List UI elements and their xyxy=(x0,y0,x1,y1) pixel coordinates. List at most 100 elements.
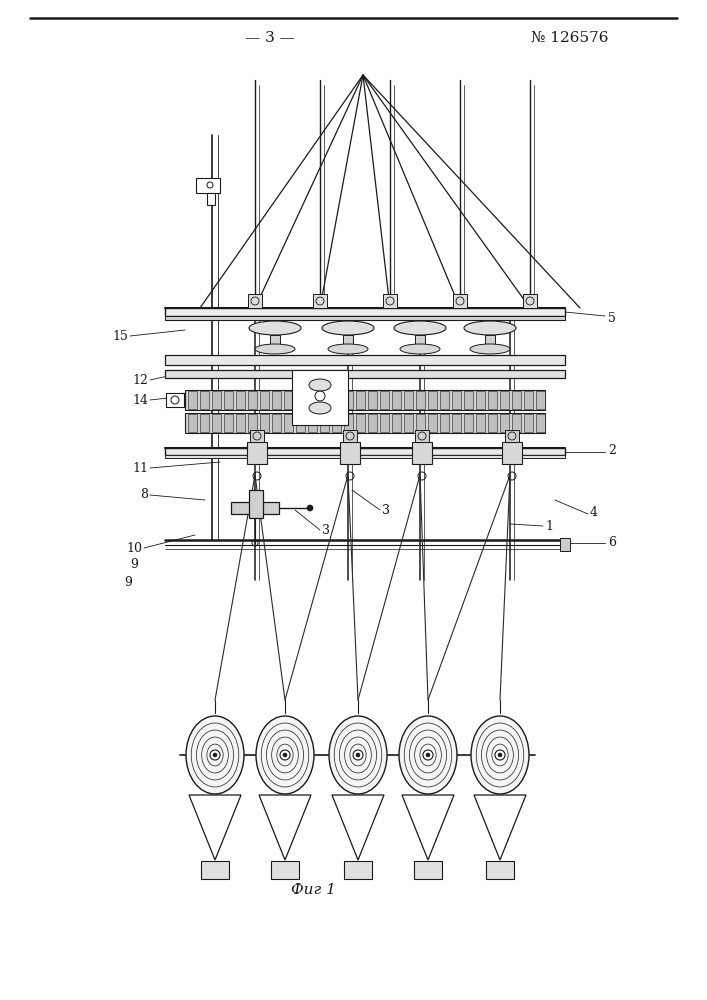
Text: 4: 4 xyxy=(590,506,598,520)
Circle shape xyxy=(210,750,220,760)
Circle shape xyxy=(426,753,430,757)
Text: 10: 10 xyxy=(126,542,142,554)
Bar xyxy=(452,391,461,409)
Bar xyxy=(260,414,269,432)
Ellipse shape xyxy=(400,344,440,354)
Bar xyxy=(380,391,389,409)
Bar xyxy=(284,391,293,409)
Bar xyxy=(343,335,353,349)
Bar xyxy=(165,308,565,316)
Bar xyxy=(200,414,209,432)
Bar xyxy=(248,414,257,432)
Bar xyxy=(464,391,473,409)
Bar xyxy=(392,391,401,409)
Bar xyxy=(500,414,509,432)
Bar xyxy=(332,414,341,432)
Bar xyxy=(231,502,279,514)
Bar xyxy=(236,414,245,432)
Bar xyxy=(166,393,184,407)
Bar xyxy=(416,391,425,409)
Text: 9: 9 xyxy=(124,576,132,588)
Ellipse shape xyxy=(328,344,368,354)
Bar xyxy=(272,414,281,432)
Bar xyxy=(415,335,425,349)
Bar xyxy=(488,414,497,432)
Bar xyxy=(185,413,545,433)
Bar xyxy=(415,430,429,442)
Circle shape xyxy=(498,753,502,757)
Bar xyxy=(356,391,365,409)
Bar xyxy=(523,294,537,308)
Text: — 3 —: — 3 — xyxy=(245,31,295,45)
Bar xyxy=(250,430,264,442)
Bar xyxy=(505,430,519,442)
Ellipse shape xyxy=(470,344,510,354)
Text: 8: 8 xyxy=(140,488,148,502)
Bar xyxy=(428,414,437,432)
Ellipse shape xyxy=(471,716,529,794)
Bar xyxy=(270,335,280,349)
Bar xyxy=(512,391,521,409)
Bar xyxy=(500,391,509,409)
Text: № 126576: № 126576 xyxy=(531,31,609,45)
Circle shape xyxy=(213,753,217,757)
Bar xyxy=(165,316,565,320)
Ellipse shape xyxy=(309,402,331,414)
Bar xyxy=(380,414,389,432)
Bar xyxy=(292,370,348,425)
Ellipse shape xyxy=(255,344,295,354)
Bar xyxy=(440,391,449,409)
Text: 11: 11 xyxy=(132,462,148,475)
Circle shape xyxy=(283,753,287,757)
Bar xyxy=(440,414,449,432)
Bar xyxy=(165,370,565,378)
Text: Фиг 1: Фиг 1 xyxy=(291,883,335,897)
Ellipse shape xyxy=(329,716,387,794)
Ellipse shape xyxy=(464,321,516,335)
Bar xyxy=(488,391,497,409)
Bar xyxy=(502,442,522,464)
Ellipse shape xyxy=(186,716,244,794)
Bar xyxy=(560,538,570,551)
Bar xyxy=(485,335,495,349)
Text: 12: 12 xyxy=(132,373,148,386)
Bar xyxy=(464,414,473,432)
Ellipse shape xyxy=(309,379,331,391)
Bar xyxy=(453,294,467,308)
Bar xyxy=(524,391,533,409)
Bar xyxy=(340,442,360,464)
Ellipse shape xyxy=(399,716,457,794)
Bar xyxy=(392,414,401,432)
Bar xyxy=(284,414,293,432)
Text: 9: 9 xyxy=(130,558,138,572)
Bar xyxy=(332,391,341,409)
Bar xyxy=(486,861,514,879)
Bar xyxy=(524,414,533,432)
Bar xyxy=(476,391,485,409)
Bar xyxy=(188,391,197,409)
Bar xyxy=(344,391,353,409)
Bar xyxy=(272,391,281,409)
Circle shape xyxy=(495,750,505,760)
Bar xyxy=(249,490,263,518)
Bar xyxy=(196,178,220,193)
Circle shape xyxy=(307,505,313,511)
Bar xyxy=(165,448,565,455)
Bar xyxy=(536,391,545,409)
Bar xyxy=(356,414,365,432)
Ellipse shape xyxy=(394,321,446,335)
Ellipse shape xyxy=(249,321,301,335)
Bar xyxy=(416,414,425,432)
Bar xyxy=(313,294,327,308)
Bar xyxy=(247,442,267,464)
Bar xyxy=(248,391,257,409)
Ellipse shape xyxy=(322,321,374,335)
Circle shape xyxy=(280,750,290,760)
Bar xyxy=(320,414,329,432)
Circle shape xyxy=(353,750,363,760)
Bar xyxy=(428,391,437,409)
Bar xyxy=(404,414,413,432)
Text: 15: 15 xyxy=(112,330,128,342)
Bar xyxy=(308,391,317,409)
Text: 14: 14 xyxy=(132,393,148,406)
